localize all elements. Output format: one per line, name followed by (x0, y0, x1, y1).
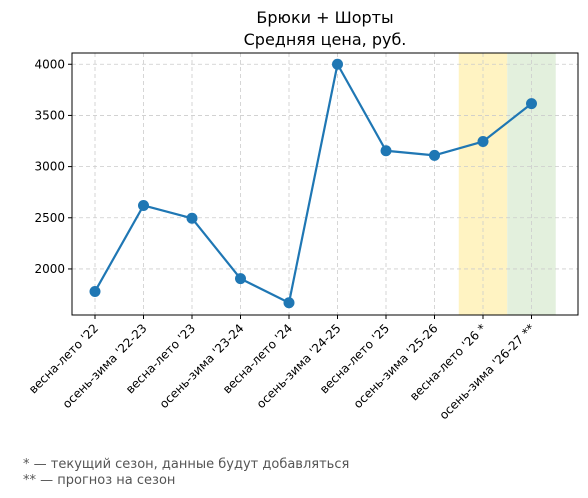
y-tick-label-0: 2000 (34, 262, 65, 276)
x-tick-label-1: осень-зима '22-23 (60, 321, 150, 411)
chart-title: Брюки + Шорты (256, 8, 394, 27)
series-line (94, 63, 533, 304)
y-tick-label-1: 2500 (34, 211, 65, 225)
data-point-7 (429, 149, 440, 161)
highlight-band-9 (507, 53, 556, 315)
season-highlights (458, 53, 556, 315)
y-tick-label-3: 3500 (34, 108, 65, 122)
y-tick-label-2: 3000 (34, 160, 65, 174)
plot-frame (71, 52, 579, 316)
highlight-band-8 (458, 53, 508, 315)
chart-subtitle: Средняя цена, руб. (243, 30, 407, 49)
price-series (89, 58, 537, 309)
x-tick-label-9: осень-зима '26-27 ** (437, 321, 538, 422)
footnote-current-season: * — текущий сезон, данные будут добавлят… (23, 457, 350, 472)
x-tick-label-5: осень-зима '24-25 (254, 321, 344, 411)
data-point-0 (89, 285, 101, 297)
data-point-1 (138, 199, 149, 211)
footnote-forecast: ** — прогноз на сезон (23, 473, 176, 488)
data-point-8 (477, 136, 489, 148)
x-tick-label-7: осень-зима '25-26 (351, 321, 441, 411)
grid-lines (72, 53, 578, 315)
data-point-4 (283, 297, 295, 309)
data-point-5 (332, 58, 343, 70)
data-point-9 (526, 98, 537, 110)
data-point-6 (380, 145, 392, 157)
data-point-2 (186, 212, 198, 224)
y-tick-label-4: 4000 (34, 57, 65, 71)
x-tick-label-3: осень-зима '23-24 (157, 321, 247, 411)
data-point-3 (235, 273, 246, 285)
